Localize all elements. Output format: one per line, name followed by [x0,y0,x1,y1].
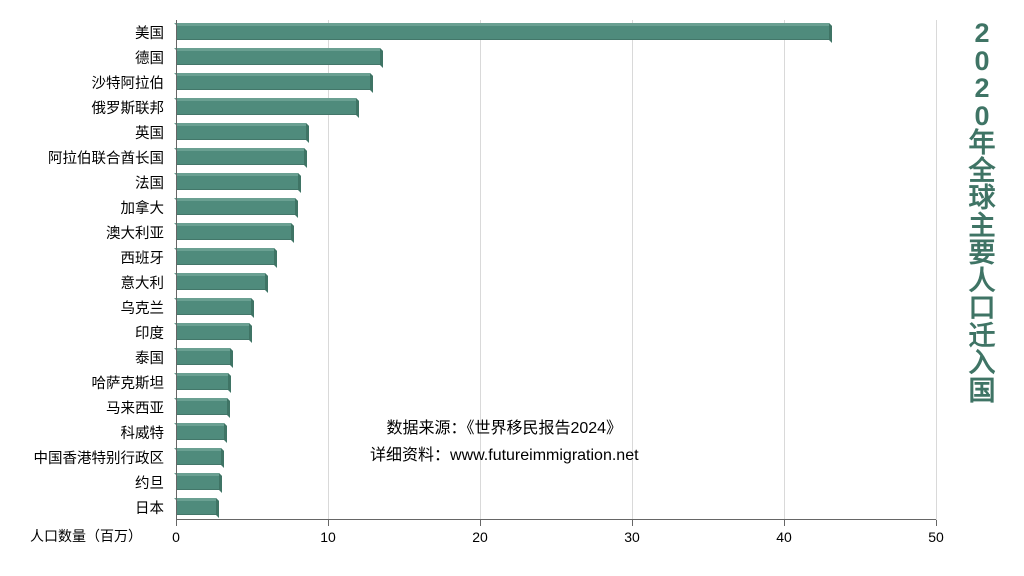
bar-row [176,370,936,395]
y-axis-label: 德国 [0,45,170,70]
bar [176,125,307,141]
bar-row [176,45,936,70]
y-axis-label: 科威特 [0,420,170,445]
bar-row [176,320,936,345]
y-axis-label: 意大利 [0,270,170,295]
bar [176,150,305,166]
y-axis-label: 哈萨克斯坦 [0,370,170,395]
bar [176,75,371,91]
bar-row [176,195,936,220]
bar-row [176,245,936,270]
bar [176,375,229,391]
bar-row [176,495,936,520]
bar [176,50,381,66]
x-axis-label: 人口数量（百万） [30,526,142,546]
bar [176,100,357,116]
bar-row [176,470,936,495]
x-tick-label: 0 [172,529,180,545]
x-tick-label: 30 [624,529,640,545]
bar [176,275,266,291]
y-axis-labels: 美国德国沙特阿拉伯俄罗斯联邦英国阿拉伯联合酋长国法国加拿大澳大利亚西班牙意大利乌… [0,20,170,520]
y-axis-label: 乌克兰 [0,295,170,320]
bar-row [176,70,936,95]
bar-row [176,95,936,120]
bar-row [176,145,936,170]
bar [176,500,217,516]
bar-row [176,345,936,370]
bar [176,400,228,416]
bar [176,25,830,41]
bar [176,475,220,491]
x-tick-label: 10 [320,529,336,545]
bar [176,200,296,216]
bar-row [176,120,936,145]
y-axis-label: 加拿大 [0,195,170,220]
bar [176,350,231,366]
source-annotation: 数据来源：《世界移民报告2024》 详细资料：www.futureimmigra… [370,415,639,469]
y-axis-label: 沙特阿拉伯 [0,70,170,95]
x-tick-label: 20 [472,529,488,545]
x-axis-ticks: 01020304050 [176,520,936,550]
bar-row [176,170,936,195]
bar [176,325,250,341]
x-tick-label: 40 [776,529,792,545]
y-axis-label: 澳大利亚 [0,220,170,245]
bar [176,225,292,241]
y-axis-label: 俄罗斯联邦 [0,95,170,120]
bar-row [176,270,936,295]
y-axis-label: 约旦 [0,470,170,495]
y-axis-label: 阿拉伯联合酋长国 [0,145,170,170]
bar [176,175,299,191]
y-axis-label: 马来西亚 [0,395,170,420]
annotation-line2: 详细资料：www.futureimmigration.net [370,442,639,469]
y-axis-label: 英国 [0,120,170,145]
bar [176,425,225,441]
bar [176,300,252,316]
y-axis-label: 法国 [0,170,170,195]
y-axis-label: 美国 [0,20,170,45]
y-axis-label: 泰国 [0,345,170,370]
bar-row [176,220,936,245]
bar-row [176,295,936,320]
y-axis-label: 中国香港特别行政区 [0,445,170,470]
chart-container: 2020年全球主要人口迁入国 美国德国沙特阿拉伯俄罗斯联邦英国阿拉伯联合酋长国法… [0,0,1024,576]
x-tick-label: 50 [928,529,944,545]
y-axis-label: 日本 [0,495,170,520]
bar [176,450,222,466]
annotation-line1: 数据来源：《世界移民报告2024》 [370,415,639,442]
y-axis-label: 印度 [0,320,170,345]
chart-region: 美国德国沙特阿拉伯俄罗斯联邦英国阿拉伯联合酋长国法国加拿大澳大利亚西班牙意大利乌… [0,20,950,560]
chart-title-vertical: 2020年全球主要人口迁入国 [966,20,1006,560]
bar-row [176,20,936,45]
bar [176,250,275,266]
y-axis-label: 西班牙 [0,245,170,270]
